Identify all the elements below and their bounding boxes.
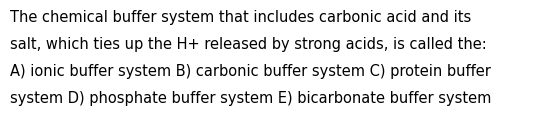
- Text: The chemical buffer system that includes carbonic acid and its: The chemical buffer system that includes…: [10, 10, 472, 25]
- Text: salt, which ties up the H+ released by strong acids, is called the:: salt, which ties up the H+ released by s…: [10, 37, 487, 52]
- Text: A) ionic buffer system B) carbonic buffer system C) protein buffer: A) ionic buffer system B) carbonic buffe…: [10, 64, 491, 79]
- Text: system D) phosphate buffer system E) bicarbonate buffer system: system D) phosphate buffer system E) bic…: [10, 91, 492, 106]
